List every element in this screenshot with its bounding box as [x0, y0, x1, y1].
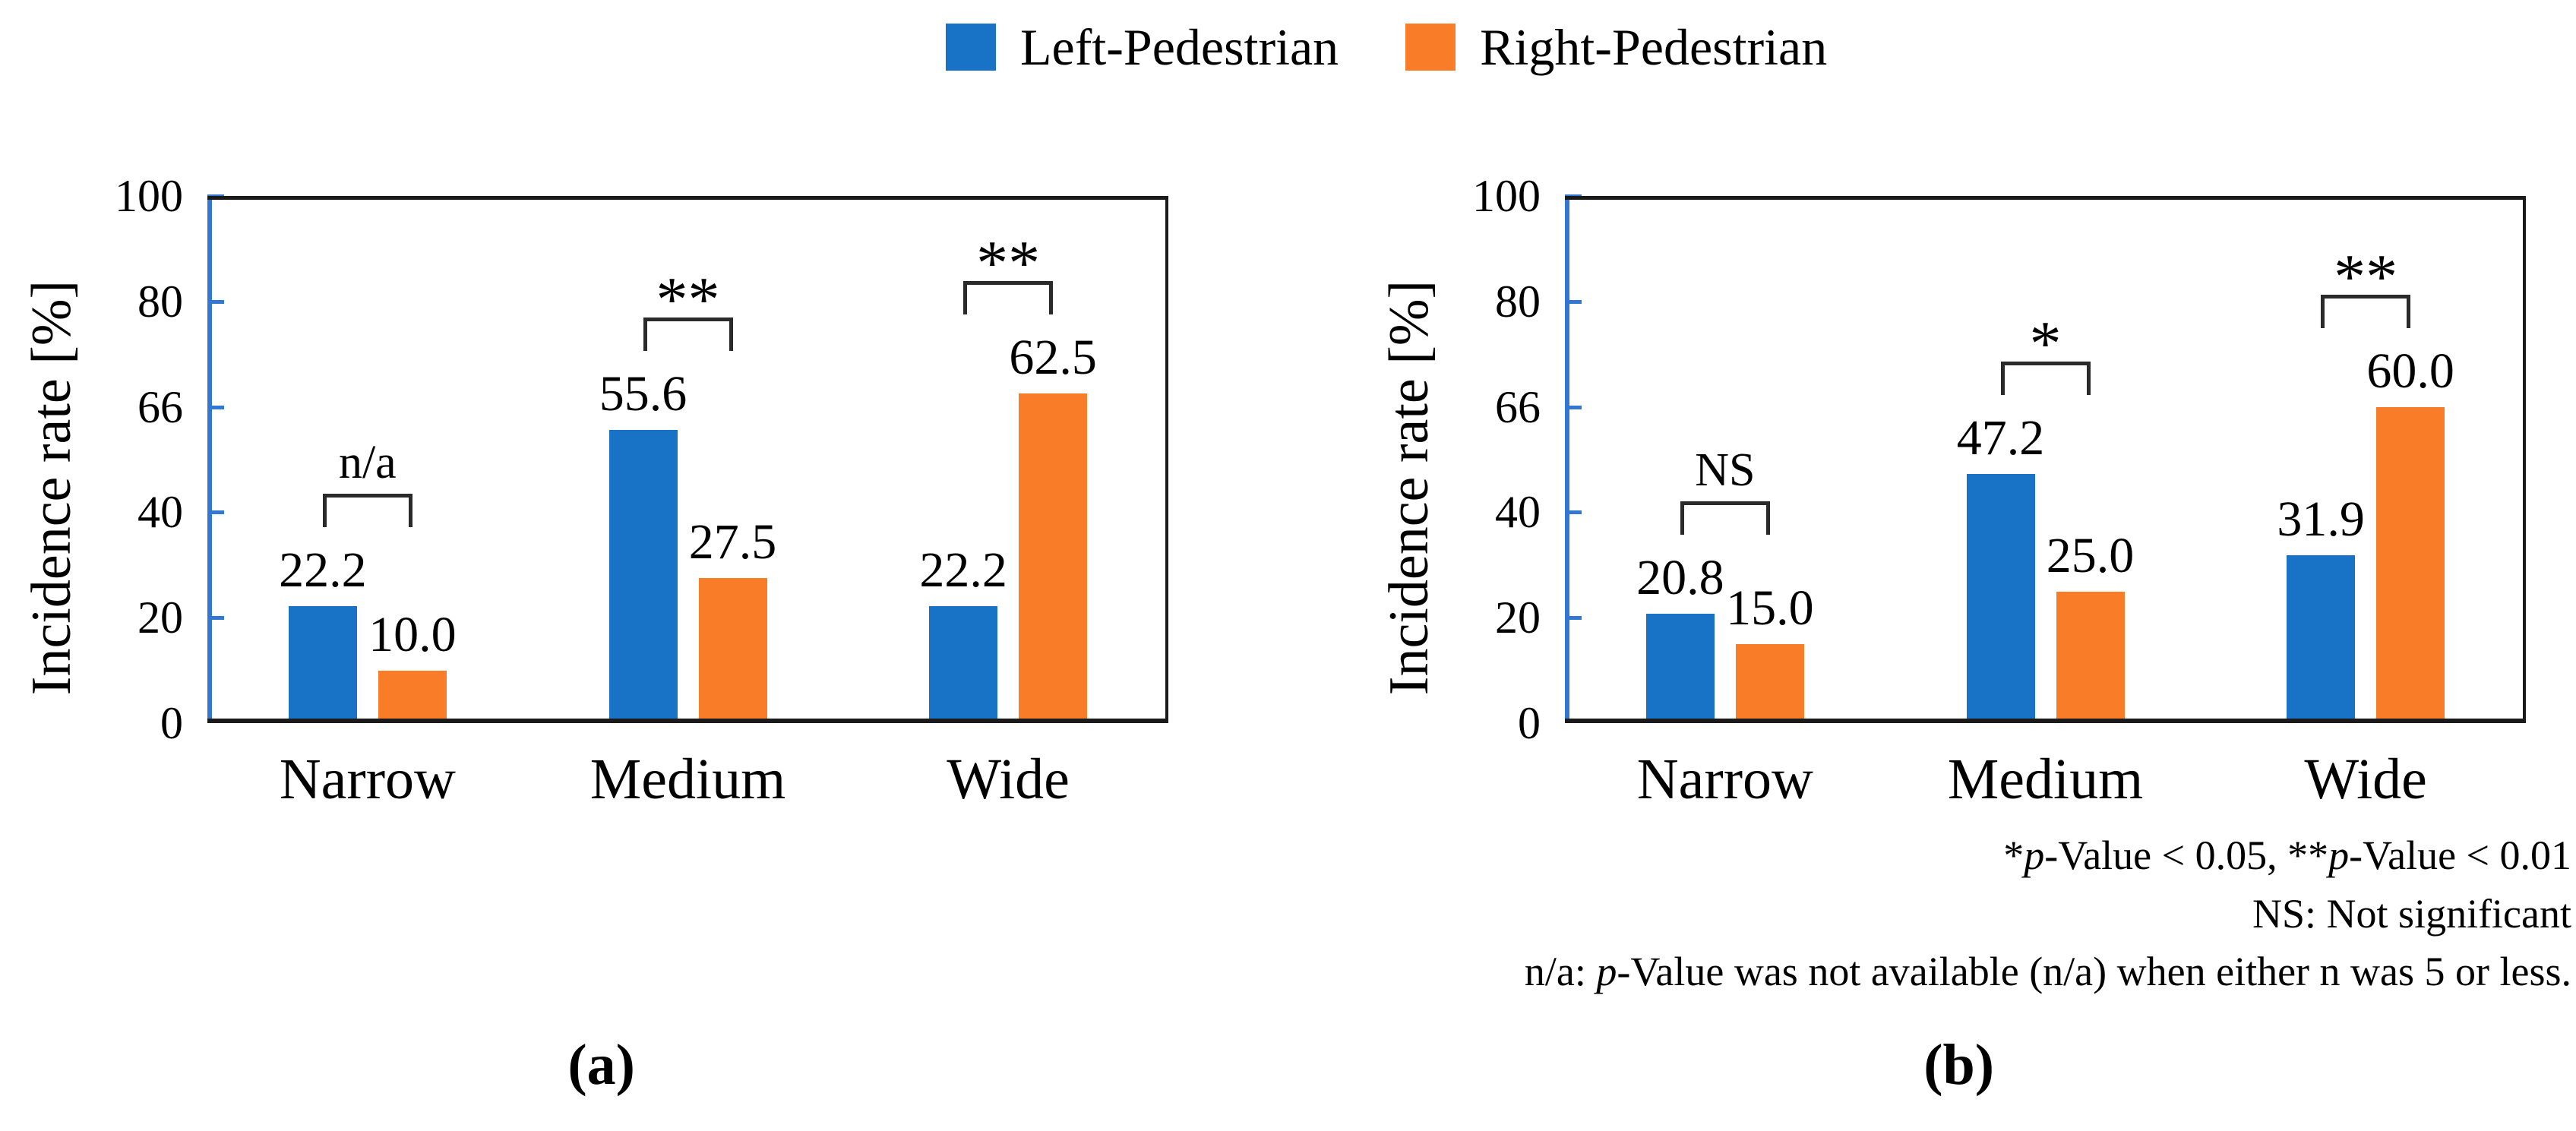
- y-axis-title: Incidence rate [%]: [21, 280, 83, 696]
- y-axis-title: Incidence rate [%]: [1378, 280, 1440, 696]
- panel-label: (b): [1923, 1033, 1995, 1097]
- bar-right-pedestrian-narrow: [1735, 643, 1804, 723]
- bar-left-pedestrian-narrow: [288, 605, 357, 723]
- value-label-left-pedestrian-narrow: 20.8: [1636, 549, 1724, 605]
- significance-label-wide: **: [976, 228, 1041, 299]
- value-label-left-pedestrian-medium: 55.6: [599, 366, 687, 422]
- y-tick-label-0: 0: [160, 698, 183, 748]
- bar-right-pedestrian-wide: [1019, 393, 1088, 723]
- y-axis-line: [1565, 196, 1569, 723]
- y-tick-mark-20: [207, 616, 224, 621]
- legend-item-right-pedestrian: Right-Pedestrian: [1405, 21, 1827, 73]
- bar-left-pedestrian-narrow: [1645, 613, 1715, 723]
- y-tick-label-66: 66: [137, 381, 183, 432]
- value-label-right-pedestrian-medium: 27.5: [688, 514, 777, 570]
- y-tick-label-66: 66: [1495, 381, 1541, 432]
- significance-bracket-narrow: [322, 493, 412, 527]
- footnote-line-na: n/a: p-Value was not available (n/a) whe…: [1524, 949, 2571, 995]
- panel-label: (a): [567, 1033, 635, 1097]
- value-label-left-pedestrian-narrow: 22.2: [279, 542, 367, 598]
- bar-left-pedestrian-wide: [2287, 554, 2356, 723]
- bar-left-pedestrian-wide: [929, 605, 998, 723]
- y-tick-label-80: 80: [1495, 276, 1541, 327]
- legend-item-left-pedestrian: Left-Pedestrian: [946, 21, 1339, 73]
- legend: Left-Pedestrian Right-Pedestrian: [946, 21, 1827, 73]
- y-tick-mark-40: [207, 510, 224, 515]
- y-tick-label-0: 0: [1518, 698, 1541, 748]
- bar-right-pedestrian-wide: [2376, 406, 2445, 723]
- x-category-label-medium: Medium: [589, 747, 786, 811]
- bar-right-pedestrian-medium: [698, 578, 767, 723]
- y-tick-mark-66: [207, 405, 224, 409]
- value-label-left-pedestrian-medium: 47.2: [1956, 410, 2045, 466]
- y-axis-line: [207, 196, 212, 723]
- y-tick-label-40: 40: [137, 487, 183, 538]
- significance-label-narrow: n/a: [338, 436, 397, 488]
- bar-right-pedestrian-medium: [2056, 591, 2125, 723]
- x-category-label-narrow: Narrow: [279, 747, 456, 811]
- plot-border: [1565, 196, 2526, 723]
- value-label-right-pedestrian-narrow: 10.0: [368, 606, 457, 662]
- y-tick-mark-40: [1565, 510, 1582, 515]
- bar-left-pedestrian-medium: [608, 430, 678, 723]
- y-tick-label-100: 100: [1472, 171, 1541, 221]
- x-category-label-medium: Medium: [1947, 747, 2144, 811]
- value-label-right-pedestrian-medium: 25.0: [2046, 527, 2135, 583]
- bar-left-pedestrian-medium: [1966, 474, 2035, 723]
- legend-swatch-right-pedestrian: [1405, 24, 1456, 71]
- x-category-label-narrow: Narrow: [1636, 747, 1813, 811]
- y-tick-label-20: 20: [1495, 592, 1541, 643]
- value-label-right-pedestrian-wide: 60.0: [2366, 343, 2454, 399]
- y-tick-mark-100: [1565, 194, 1582, 198]
- plot-area: 20.8 15.0 NS 47.2 25.0 * 31.9 60.0 **: [1565, 194, 2526, 723]
- plot-area: 22.2 10.0 n/a 55.6 27.5 ** 22.2 62.5 **: [207, 194, 1168, 723]
- plot-border: [207, 196, 1168, 723]
- y-tick-mark-100: [207, 194, 224, 198]
- x-category-label-wide: Wide: [2304, 747, 2427, 811]
- y-tick-mark-66: [1565, 405, 1582, 409]
- legend-swatch-left-pedestrian: [946, 24, 996, 71]
- y-tick-mark-20: [1565, 616, 1582, 621]
- significance-label-narrow: NS: [1695, 444, 1756, 496]
- footnotes: *p-Value < 0.05, **p-Value < 0.01 NS: No…: [1525, 826, 2571, 1001]
- significance-bracket-wide: [2321, 294, 2411, 328]
- y-tick-label-40: 40: [1495, 487, 1541, 538]
- footnote-line-ns: NS: Not significant: [2252, 890, 2571, 937]
- footnote-line-pvalue-thresholds: *p-Value < 0.05, **p-Value < 0.01: [2003, 832, 2571, 878]
- value-label-left-pedestrian-wide: 22.2: [919, 542, 1007, 598]
- legend-label-left-pedestrian: Left-Pedestrian: [1020, 18, 1339, 76]
- y-tick-label-100: 100: [115, 171, 183, 221]
- significance-label-medium: *: [2029, 308, 2062, 380]
- significance-bracket-wide: [963, 281, 1054, 315]
- bar-right-pedestrian-narrow: [378, 670, 447, 723]
- y-tick-mark-80: [1565, 299, 1582, 304]
- y-tick-label-80: 80: [137, 276, 183, 327]
- value-label-left-pedestrian-wide: 31.9: [2277, 491, 2365, 547]
- x-category-label-wide: Wide: [947, 747, 1070, 811]
- significance-label-wide: **: [2334, 241, 2398, 312]
- significance-bracket-medium: [643, 318, 733, 352]
- value-label-right-pedestrian-wide: 62.5: [1009, 330, 1097, 386]
- significance-label-medium: **: [656, 264, 720, 336]
- value-label-right-pedestrian-narrow: 15.0: [1726, 580, 1814, 636]
- significance-bracket-medium: [2000, 362, 2091, 396]
- y-tick-label-20: 20: [137, 592, 183, 643]
- legend-label-right-pedestrian: Right-Pedestrian: [1480, 18, 1828, 76]
- y-tick-mark-80: [207, 299, 224, 304]
- significance-bracket-narrow: [1680, 501, 1770, 535]
